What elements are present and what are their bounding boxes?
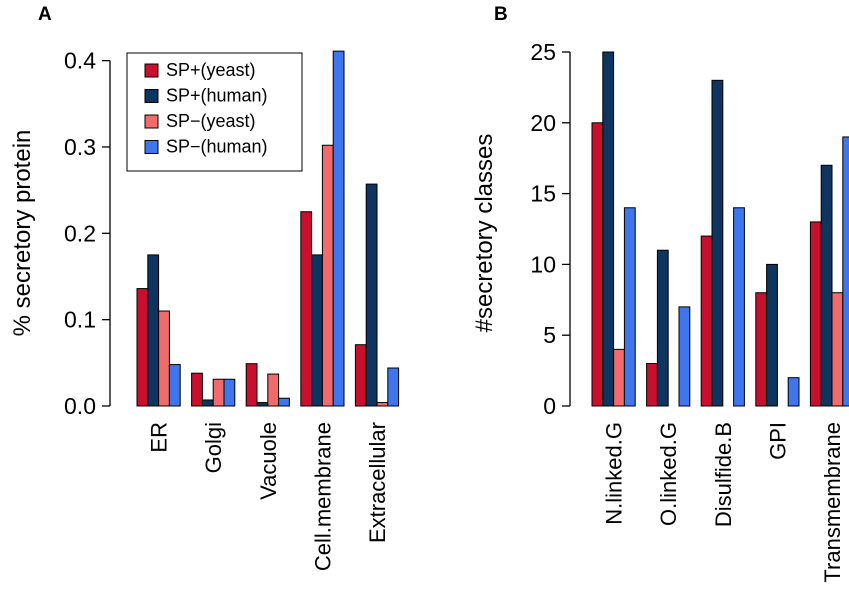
x-tick-label: GPI <box>765 422 790 460</box>
bar-transmembrane-series-1 <box>809 221 822 407</box>
legend-swatch <box>144 114 159 129</box>
bar-o-linked-g-series-2 <box>656 249 669 407</box>
bar-er-series-3 <box>158 310 170 407</box>
x-tick-label: Disulfide.B <box>711 422 736 527</box>
bar-extracellular-series-3 <box>376 402 389 407</box>
bar-er-series-4 <box>168 364 181 407</box>
x-tick-label: Cell.membrane <box>310 422 335 571</box>
bar-n-linked-g-series-1 <box>591 122 604 407</box>
bar-golgi-series-1 <box>191 372 203 407</box>
y-tick-label: 0.0 <box>64 393 96 419</box>
bar-n-linked-g-series-4 <box>623 207 636 407</box>
y-tick-label: 20 <box>530 110 556 136</box>
bar-golgi-series-2 <box>201 399 214 407</box>
legend-swatch <box>144 63 159 78</box>
x-tick-label: Golgi <box>201 422 226 473</box>
bar-disulfide-b-series-1 <box>700 235 713 407</box>
y-tick-label: 15 <box>530 181 556 207</box>
chart-panel-b: #secretory classes N.linked.G O.linked.G D… <box>471 39 849 583</box>
x-tick-label: N.linked.G <box>602 422 627 525</box>
legend-entry-label: SP+(yeast) <box>166 60 256 80</box>
x-tick-label: O.linked.G <box>656 422 681 526</box>
y-tick-label: 10 <box>530 251 556 277</box>
bar-transmembrane-series-4 <box>842 136 849 407</box>
panel-b-label: B <box>494 4 508 25</box>
x-tick-label: Vacuole <box>256 422 281 500</box>
legend: SP+(yeast) SP+(human) SP−(yeast) SP−(human) <box>126 52 303 172</box>
bar-cell-membrane-series-2 <box>311 254 323 407</box>
bar-vacuole-series-2 <box>256 402 269 407</box>
y-tick-label: 25 <box>530 39 556 65</box>
legend-entry-label: SP−(yeast) <box>166 111 256 131</box>
bar-vacuole-series-3 <box>267 373 280 407</box>
bar-extracellular-series-2 <box>365 183 378 407</box>
bar-vacuole-series-4 <box>278 397 290 407</box>
bar-golgi-series-4 <box>223 378 236 407</box>
y-tick-label: 0.2 <box>64 220 96 246</box>
legend-entry-label: SP−(human) <box>166 137 268 157</box>
x-tick-label: Transmembrane <box>820 422 845 583</box>
bar-extracellular-series-1 <box>354 344 367 407</box>
bar-n-linked-g-series-2 <box>602 51 615 407</box>
bar-transmembrane-series-3 <box>831 292 844 407</box>
y-tick-label: 0.3 <box>64 134 96 160</box>
bar-gpi-series-1 <box>755 292 768 407</box>
legend-swatch <box>144 140 159 154</box>
x-tick-label: Extracellular <box>365 422 390 543</box>
bar-er-series-1 <box>136 288 149 407</box>
bar-n-linked-g-series-3 <box>613 348 625 407</box>
bar-o-linked-g-series-1 <box>646 363 658 407</box>
bar-cell-membrane-series-1 <box>300 211 313 407</box>
y-tick-label: 0.1 <box>64 307 96 333</box>
bar-er-series-2 <box>147 254 160 407</box>
bar-disulfide-b-series-4 <box>733 207 745 407</box>
y-tick-label: 0.4 <box>64 48 96 74</box>
x-tick-label: ER <box>147 422 172 453</box>
panel-b-y-axis-title: #secretory classes <box>471 134 498 333</box>
bar-disulfide-b-series-2 <box>711 79 724 407</box>
panel-a-y-axis-title: % secretory protein <box>9 130 36 337</box>
y-tick-label: 5 <box>543 322 556 348</box>
bar-extracellular-series-4 <box>387 367 400 407</box>
bar-o-linked-g-series-4 <box>678 306 691 407</box>
legend-entry-label: SP+(human) <box>166 86 268 106</box>
legend-swatch <box>144 89 159 103</box>
chart-panel-a: % secretory protein ER Golgi Vacuole Cell.m… <box>9 48 400 571</box>
bar-vacuole-series-1 <box>245 363 258 407</box>
bar-gpi-series-4 <box>787 377 800 407</box>
bar-gpi-series-2 <box>766 263 778 407</box>
bar-transmembrane-series-2 <box>820 164 833 407</box>
bar-cell-membrane-series-3 <box>321 144 334 407</box>
bar-cell-membrane-series-4 <box>332 50 345 407</box>
bar-golgi-series-3 <box>212 378 225 407</box>
y-tick-label: 0 <box>543 393 556 419</box>
panel-a-label: A <box>38 4 52 25</box>
